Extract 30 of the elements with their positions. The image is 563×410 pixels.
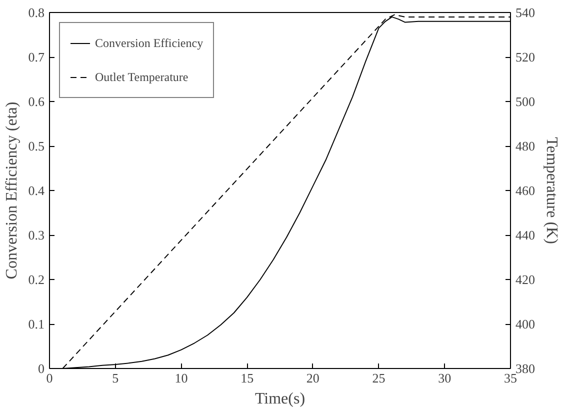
x-tick-label: 30 (438, 370, 452, 386)
x-tick-label: 10 (174, 370, 188, 386)
y2-tick-label: 540 (516, 5, 535, 20)
y2-tick-label: 520 (516, 50, 535, 64)
y2-axis-title: Temperature (K) (543, 137, 560, 244)
y-tick-label: 0.6 (28, 94, 45, 109)
x-tick-label: 35 (504, 370, 517, 386)
legend-label: Outlet Temperature (95, 70, 188, 84)
y-axis-title: Conversion Efficiency (eta) (3, 102, 20, 280)
legend-label: Conversion Efficiency (95, 36, 204, 50)
y2-tick-label: 380 (516, 361, 535, 376)
y-tick-label: 0.8 (28, 5, 44, 20)
y2-tick-label: 500 (516, 94, 535, 109)
y-tick-label: 0.5 (28, 138, 44, 154)
y2-tick-label: 480 (516, 138, 535, 154)
y2-tick-label: 460 (516, 183, 535, 198)
y2-tick-label: 420 (516, 272, 535, 287)
y-tick-label: 0.2 (28, 272, 44, 287)
y-tick-label: 0.1 (28, 316, 44, 332)
y-tick-label: 0 (38, 361, 44, 376)
y-tick-label: 0.3 (28, 228, 44, 242)
y2-tick-label: 400 (516, 316, 535, 332)
y-tick-label: 0.7 (28, 50, 45, 64)
x-tick-label: 5 (112, 370, 119, 386)
x-tick-label: 25 (372, 370, 386, 386)
x-tick-label: 15 (240, 370, 254, 386)
x-tick-label: 20 (306, 370, 320, 386)
x-axis-title: Time(s) (254, 390, 306, 408)
y2-tick-label: 440 (516, 228, 535, 242)
y-tick-label: 0.4 (28, 183, 45, 198)
